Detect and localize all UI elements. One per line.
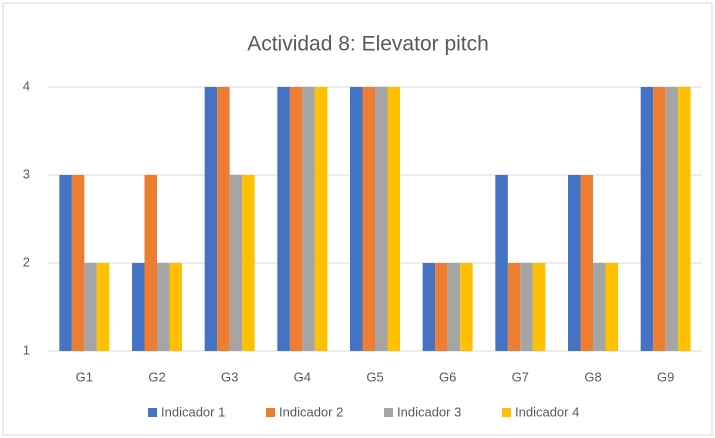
bar [605, 263, 618, 351]
x-tick-label: G9 [657, 369, 674, 384]
x-tick-label: G1 [76, 369, 93, 384]
y-tick-label: 4 [23, 78, 30, 93]
bar [144, 175, 157, 351]
bar [593, 263, 606, 351]
legend-swatch [266, 408, 275, 417]
legend-swatch [148, 408, 157, 417]
x-tick-label: G3 [221, 369, 238, 384]
bar [640, 87, 654, 351]
bar [665, 87, 679, 351]
bar [59, 175, 72, 351]
y-tick-label: 2 [23, 254, 30, 269]
bar [568, 175, 581, 351]
bar [242, 175, 255, 351]
x-tick-label: G7 [512, 369, 529, 384]
bar [132, 263, 145, 351]
x-tick-label: G8 [584, 369, 601, 384]
bar [653, 87, 666, 351]
bar [460, 263, 473, 351]
bar [387, 87, 400, 351]
bar [71, 175, 85, 351]
bar [507, 263, 521, 351]
bar [84, 263, 97, 351]
bar [447, 263, 461, 351]
bar [350, 87, 363, 351]
x-tick-label: G4 [294, 369, 311, 384]
bar [495, 175, 508, 351]
bar [532, 263, 546, 351]
y-tick-label: 1 [23, 342, 30, 357]
bar [580, 175, 593, 351]
bar [204, 87, 218, 351]
legend-swatch [502, 408, 511, 417]
bar [217, 87, 230, 351]
bar [277, 87, 290, 351]
x-tick-label: G5 [366, 369, 383, 384]
legend-label: Indicador 3 [397, 404, 461, 419]
bar [375, 87, 388, 351]
bar [678, 87, 691, 351]
bar [435, 263, 448, 351]
bar [169, 263, 182, 351]
legend-label: Indicador 2 [279, 404, 343, 419]
bar [362, 87, 375, 351]
bar [302, 87, 315, 351]
bar [520, 263, 533, 351]
bar [96, 263, 110, 351]
chart-title: Actividad 8: Elevator pitch [247, 33, 489, 56]
legend-label: Indicador 1 [161, 404, 225, 419]
bar [314, 87, 328, 351]
bar [289, 87, 303, 351]
bar [229, 175, 243, 351]
legend-swatch [384, 408, 393, 417]
bar [157, 263, 170, 351]
bar [422, 263, 436, 351]
y-tick-label: 3 [23, 166, 30, 181]
x-tick-label: G6 [439, 369, 456, 384]
legend-label: Indicador 4 [515, 404, 579, 419]
x-tick-label: G2 [148, 369, 165, 384]
